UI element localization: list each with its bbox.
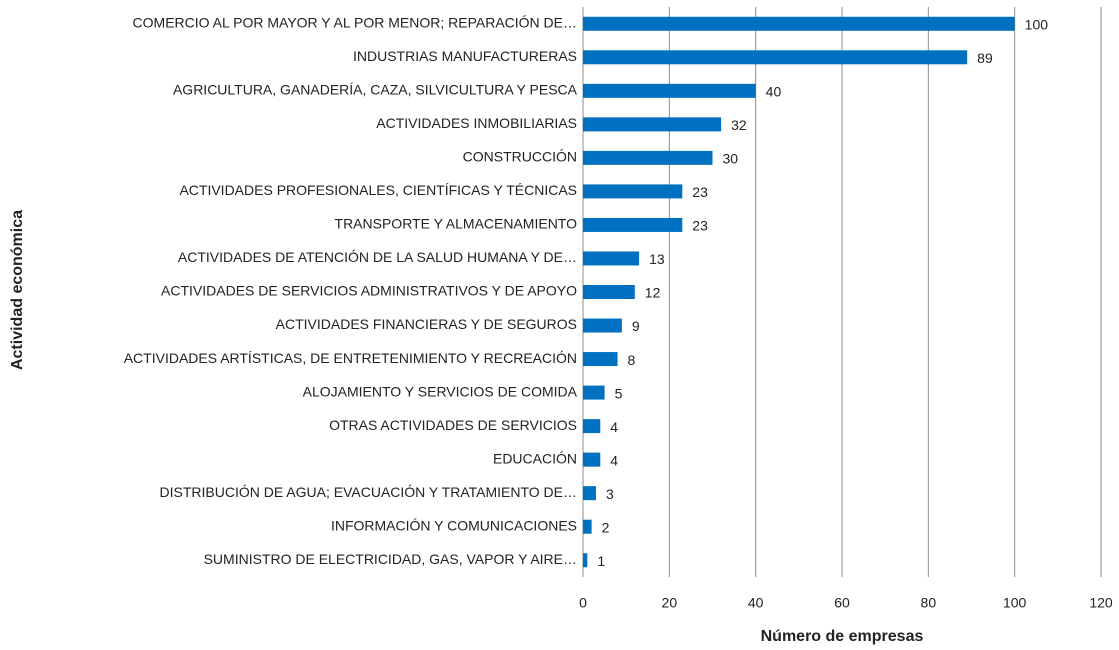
value-label: 100 [1025, 16, 1049, 32]
bar [583, 50, 968, 65]
bar [583, 150, 713, 165]
bar [583, 251, 640, 266]
value-label: 3 [606, 486, 614, 502]
value-label: 23 [692, 184, 708, 200]
x-tick-label: 40 [748, 595, 764, 611]
y-tick-label: ACTIVIDADES DE ATENCIÓN DE LA SALUD HUMA… [178, 249, 577, 265]
value-label: 32 [731, 117, 747, 133]
y-tick-label: DISTRIBUCIÓN DE AGUA; EVACUACIÓN Y TRATA… [160, 484, 577, 500]
y-tick-label: INFORMACIÓN Y COMUNICACIONES [331, 517, 577, 533]
x-tick-label: 0 [579, 595, 587, 611]
y-tick-label: ALOJAMIENTO Y SERVICIOS DE COMIDA [303, 383, 578, 399]
value-label: 1 [597, 553, 605, 569]
y-tick-label: TRANSPORTE Y ALMACENAMIENTO [335, 216, 578, 232]
bar [583, 217, 683, 232]
y-tick-label: CONSTRUCCIÓN [463, 149, 577, 165]
x-tick-label: 80 [921, 595, 937, 611]
value-label: 13 [649, 251, 665, 267]
x-axis-title: Número de empresas [761, 628, 924, 645]
bar [583, 452, 601, 467]
bar [583, 553, 588, 568]
y-tick-label: ACTIVIDADES DE SERVICIOS ADMINISTRATIVOS… [161, 283, 577, 299]
value-label: 5 [615, 385, 623, 401]
x-tick-label: 120 [1089, 595, 1113, 611]
value-label: 89 [977, 50, 993, 66]
y-tick-label: AGRICULTURA, GANADERÍA, CAZA, SILVICULTU… [173, 82, 578, 98]
x-tick-label: 100 [1003, 595, 1027, 611]
value-label: 40 [766, 84, 782, 100]
x-tick-label: 20 [662, 595, 678, 611]
value-label: 2 [602, 519, 610, 535]
y-tick-label: ACTIVIDADES PROFESIONALES, CIENTÍFICAS Y… [179, 182, 577, 198]
bar [583, 486, 596, 501]
bar [583, 519, 592, 534]
bar [583, 385, 605, 400]
bar [583, 16, 1015, 31]
y-axis-title: Actividad económica [9, 210, 26, 370]
y-tick-label: EDUCACIÓN [493, 450, 577, 466]
bar [583, 419, 601, 434]
y-tick-label: SUMINISTRO DE ELECTRICIDAD, GAS, VAPOR Y… [204, 551, 577, 567]
bar [583, 117, 722, 132]
bar [583, 83, 756, 98]
bar [583, 318, 622, 333]
y-tick-label: OTRAS ACTIVIDADES DE SERVICIOS [329, 417, 577, 433]
bar [583, 184, 683, 199]
value-label: 23 [692, 218, 708, 234]
x-tick-label: 60 [834, 595, 850, 611]
value-label: 8 [628, 352, 636, 368]
y-tick-label: ACTIVIDADES INMOBILIARIAS [376, 115, 577, 131]
bar [583, 352, 618, 367]
y-tick-label: COMERCIO AL POR MAYOR Y AL POR MENOR; RE… [133, 14, 577, 30]
value-label: 30 [723, 151, 739, 167]
bar [583, 285, 635, 299]
value-label: 4 [610, 419, 618, 435]
y-tick-label: ACTIVIDADES FINANCIERAS Y DE SEGUROS [276, 316, 577, 332]
value-label: 12 [645, 285, 661, 301]
y-tick-label: INDUSTRIAS MANUFACTURERAS [353, 48, 577, 64]
value-label: 9 [632, 318, 640, 334]
value-label: 4 [610, 452, 618, 468]
y-tick-label: ACTIVIDADES ARTÍSTICAS, DE ENTRETENIMIEN… [124, 350, 577, 366]
